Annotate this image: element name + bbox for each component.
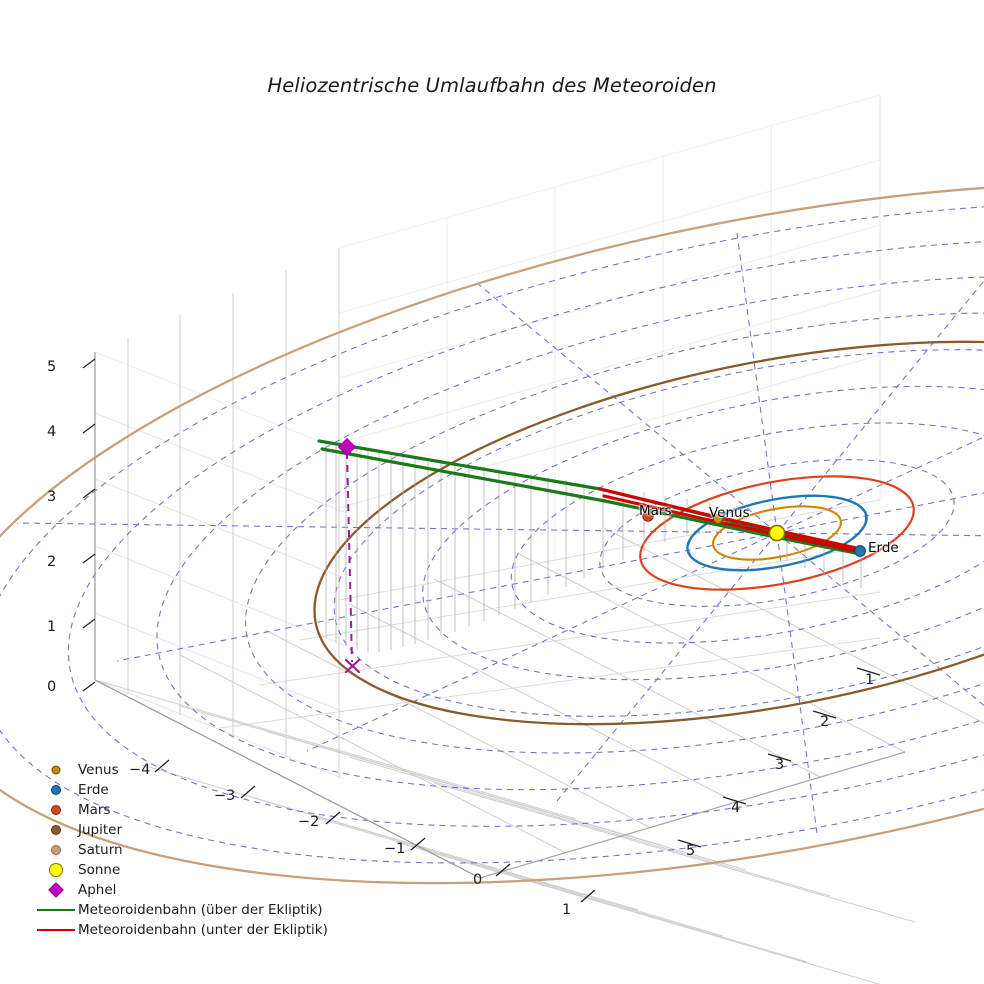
y-tick-label-5: 5 xyxy=(47,359,57,375)
y-tick-label-3: 3 xyxy=(47,489,57,505)
legend-item-venus[interactable]: Venus xyxy=(34,760,328,780)
aphel-marker xyxy=(337,437,357,457)
orbit-erde xyxy=(686,494,868,572)
z-tick-label-4: 4 xyxy=(731,800,741,816)
x-tick-label-minus2: −2 xyxy=(298,814,320,830)
aphel-drop-line xyxy=(346,451,353,663)
mars-marker-icon xyxy=(34,800,78,820)
erde-marker-icon xyxy=(34,780,78,800)
aphel-marker-icon xyxy=(34,880,78,900)
legend-label-erde: Erde xyxy=(78,782,109,798)
axis-spines xyxy=(94,352,906,879)
label-venus: Venus xyxy=(709,505,750,521)
x-tick-label-minus3: −3 xyxy=(214,788,236,804)
legend-item-orbit-below[interactable]: Meteoroidenbahn (unter der Ekliptik) xyxy=(34,920,328,940)
legend-item-mars[interactable]: Mars xyxy=(34,800,328,820)
legend-label-mars: Mars xyxy=(78,802,111,818)
venus-marker-icon xyxy=(34,760,78,780)
chart-title: Heliozentrische Umlaufbahn des Meteoroid… xyxy=(267,74,717,97)
x-tick-label-0: 0 xyxy=(473,872,483,888)
legend-label-aphel: Aphel xyxy=(78,882,117,898)
meteoroid-orbit-below xyxy=(598,487,863,554)
orbit-venus xyxy=(711,505,843,561)
floor-grid-interior xyxy=(219,499,881,729)
x-tick-label-1: 1 xyxy=(562,902,572,918)
y-tick-label-2: 2 xyxy=(47,554,57,570)
marker-mars xyxy=(642,510,654,522)
legend-item-saturn[interactable]: Saturn xyxy=(34,840,328,860)
legend-label-venus: Venus xyxy=(78,762,119,778)
aphel-floor-cross-marker xyxy=(344,658,361,674)
orbit-drop-stems xyxy=(325,444,862,653)
label-mars: Mars xyxy=(639,503,672,519)
sonne-marker-icon xyxy=(34,860,78,880)
label-erde: Erde xyxy=(868,540,899,556)
legend-label-saturn: Saturn xyxy=(78,842,123,858)
marker-erde xyxy=(854,545,866,557)
legend-label-orbit-below: Meteoroidenbahn (unter der Ekliptik) xyxy=(78,922,328,938)
orbit-above-line-icon xyxy=(34,900,78,920)
saturn-marker-icon xyxy=(34,840,78,860)
legend-item-orbit-above[interactable]: Meteoroidenbahn (über der Ekliptik) xyxy=(34,900,328,920)
axis-ticks xyxy=(82,358,881,903)
jupiter-marker-icon xyxy=(34,820,78,840)
y-tick-label-1: 1 xyxy=(47,619,57,635)
legend: Venus Erde Mars Jupiter Saturn xyxy=(34,760,328,940)
marker-sonne xyxy=(768,524,786,542)
orbit-mars xyxy=(639,475,915,591)
y-tick-label-4: 4 xyxy=(47,424,57,440)
x-tick-label-minus1: −1 xyxy=(384,841,406,857)
orbit-jupiter xyxy=(313,340,984,726)
axes-3d-panes xyxy=(94,94,881,780)
z-tick-label-3: 3 xyxy=(775,757,785,773)
orbit-below-line-icon xyxy=(34,920,78,940)
legend-item-aphel[interactable]: Aphel xyxy=(34,880,328,900)
legend-label-jupiter: Jupiter xyxy=(78,822,123,838)
legend-item-erde[interactable]: Erde xyxy=(34,780,328,800)
z-tick-label-5: 5 xyxy=(686,843,696,859)
orbit-saturn xyxy=(0,181,984,885)
marker-venus xyxy=(712,513,724,525)
legend-item-sonne[interactable]: Sonne xyxy=(34,860,328,880)
legend-label-orbit-above: Meteoroidenbahn (über der Ekliptik) xyxy=(78,902,323,918)
z-tick-label-1: 1 xyxy=(865,672,875,688)
legend-item-jupiter[interactable]: Jupiter xyxy=(34,820,328,840)
z-tick-label-2: 2 xyxy=(820,714,830,730)
x-tick-label-minus4: −4 xyxy=(129,762,151,778)
legend-label-sonne: Sonne xyxy=(78,862,121,878)
y-tick-label-0: 0 xyxy=(47,679,57,695)
